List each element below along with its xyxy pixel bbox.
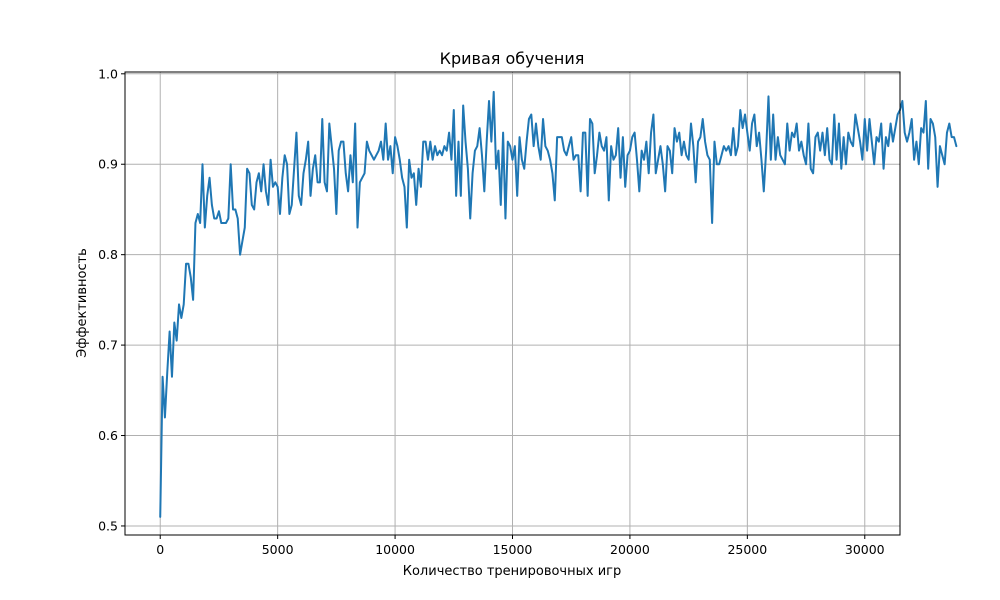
chart-title: Кривая обучения <box>440 49 585 68</box>
x-tick-label: 30000 <box>845 542 885 557</box>
x-axis-ticks: 0 5000 10000 15000 20000 25000 30000 <box>156 535 885 557</box>
grid <box>125 72 900 535</box>
x-tick-label: 25000 <box>727 542 767 557</box>
x-axis-label: Количество тренировочных игр <box>403 564 621 579</box>
x-tick-label: 15000 <box>493 542 533 557</box>
y-tick-label: 0.7 <box>98 338 118 353</box>
y-tick-label: 0.9 <box>98 157 118 172</box>
x-tick-label: 0 <box>156 542 164 557</box>
x-tick-label: 5000 <box>262 542 294 557</box>
series-line <box>159 90 958 518</box>
y-tick-label: 0.6 <box>98 428 118 443</box>
x-tick-label: 10000 <box>375 542 415 557</box>
y-axis-label: Эффективность <box>75 248 90 358</box>
y-axis-ticks: 0.5 0.6 0.7 0.8 0.9 1.0 <box>98 66 125 533</box>
y-tick-label: 1.0 <box>98 66 118 81</box>
y-tick-label: 0.5 <box>98 518 118 533</box>
y-tick-label: 0.8 <box>98 247 118 262</box>
x-tick-label: 20000 <box>610 542 650 557</box>
